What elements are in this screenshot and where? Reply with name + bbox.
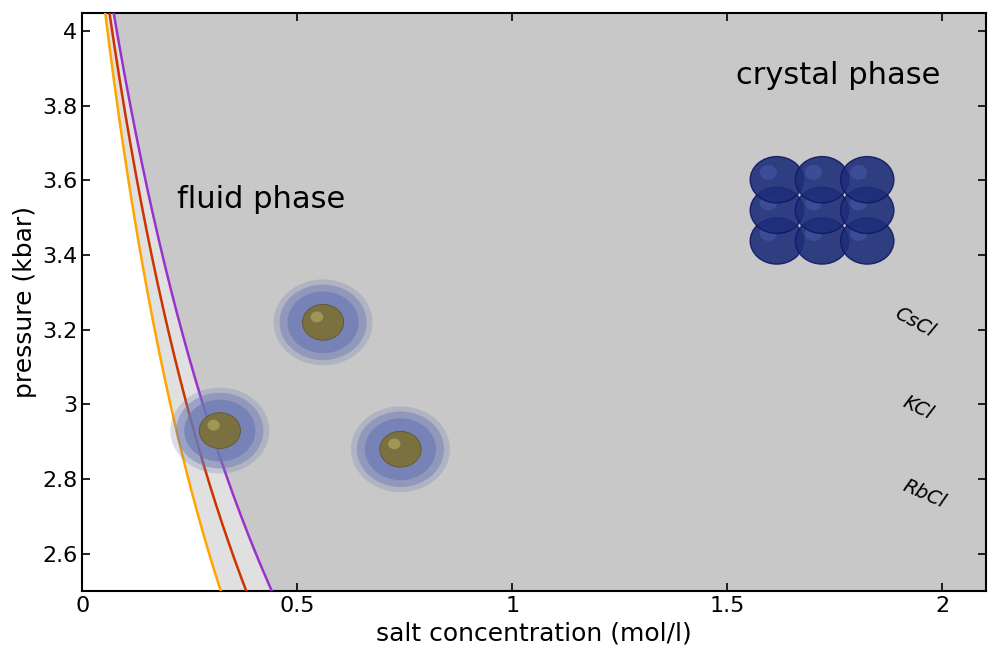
- Circle shape: [177, 393, 263, 468]
- Text: RbCl: RbCl: [899, 476, 948, 512]
- Y-axis label: pressure (kbar): pressure (kbar): [13, 206, 37, 398]
- Circle shape: [805, 195, 822, 211]
- Circle shape: [759, 195, 776, 211]
- Circle shape: [380, 432, 421, 467]
- Circle shape: [805, 226, 822, 241]
- Circle shape: [279, 284, 366, 360]
- Circle shape: [750, 218, 803, 264]
- Circle shape: [850, 226, 867, 241]
- Text: fluid phase: fluid phase: [177, 185, 345, 214]
- X-axis label: salt concentration (mol/l): salt concentration (mol/l): [376, 622, 692, 645]
- Text: crystal phase: crystal phase: [736, 61, 940, 90]
- Circle shape: [357, 411, 444, 487]
- Circle shape: [302, 305, 343, 340]
- Circle shape: [850, 165, 867, 180]
- Text: KCl: KCl: [899, 393, 936, 424]
- Circle shape: [388, 438, 400, 449]
- Circle shape: [200, 413, 241, 449]
- Circle shape: [208, 420, 220, 430]
- Circle shape: [185, 399, 255, 461]
- Circle shape: [795, 218, 848, 264]
- Circle shape: [759, 226, 776, 241]
- Circle shape: [750, 157, 803, 203]
- Circle shape: [351, 406, 450, 492]
- Circle shape: [310, 312, 323, 322]
- Circle shape: [273, 280, 372, 365]
- Circle shape: [365, 418, 436, 480]
- Circle shape: [850, 195, 867, 211]
- Circle shape: [287, 291, 358, 353]
- Circle shape: [805, 165, 822, 180]
- Text: CsCl: CsCl: [891, 304, 937, 341]
- Circle shape: [795, 187, 848, 234]
- Circle shape: [759, 165, 776, 180]
- Circle shape: [171, 388, 269, 474]
- Circle shape: [840, 218, 894, 264]
- Circle shape: [840, 187, 894, 234]
- Circle shape: [750, 187, 803, 234]
- Circle shape: [840, 157, 894, 203]
- Circle shape: [795, 157, 848, 203]
